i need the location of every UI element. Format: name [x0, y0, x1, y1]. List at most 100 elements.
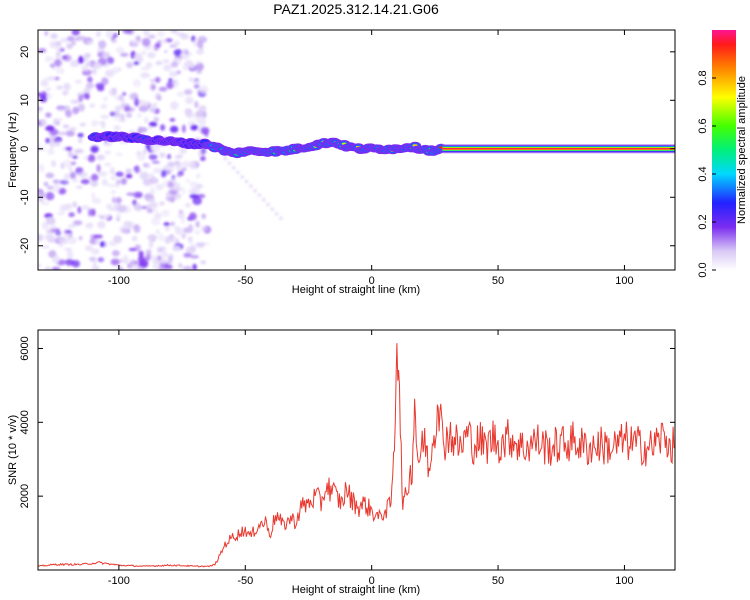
noise-blob — [173, 182, 181, 187]
colorbar-tick-label: 0.8 — [697, 70, 709, 85]
noise-blob — [71, 30, 80, 36]
noise-blob — [146, 203, 153, 210]
noise-blob — [77, 57, 85, 64]
noise-blob — [199, 85, 209, 94]
spectrogram-x-tick-label: 50 — [492, 275, 504, 287]
noise-blob — [66, 250, 74, 259]
noise-blob — [46, 185, 54, 190]
snr-x-ticks: -100 -50 0 50 100 — [108, 330, 634, 587]
noise-blob — [116, 213, 121, 219]
noise-blob — [138, 266, 143, 270]
noise-blob — [89, 103, 96, 108]
snr-panel: -100 -50 0 50 100 2000 4000 6000 Height of str… — [7, 329, 676, 596]
noise-blob — [190, 254, 200, 259]
noise-blob — [90, 180, 99, 187]
noise-blob — [123, 221, 133, 227]
noise-blob — [162, 59, 170, 63]
noise-blob — [77, 206, 82, 214]
spectrogram-x-tick-label: -50 — [237, 275, 253, 287]
noise-blob — [56, 106, 66, 112]
spectrogram-y-label: Frequency (Hz) — [7, 112, 19, 188]
noise-blob — [53, 58, 63, 67]
noise-blob — [136, 113, 142, 118]
noise-blob — [181, 187, 186, 195]
noise-blob — [156, 94, 162, 101]
noise-blob — [159, 201, 165, 206]
noise-blob — [140, 72, 151, 79]
noise-blob — [58, 243, 63, 248]
noise-blob — [72, 155, 78, 159]
noise-blob — [158, 86, 168, 92]
noise-blob — [163, 222, 170, 227]
noise-blob — [253, 189, 257, 193]
spectrogram-y-tick-label: 20 — [19, 46, 31, 58]
noise-blob — [45, 172, 55, 179]
noise-blob — [175, 154, 183, 159]
noise-blob — [136, 152, 146, 161]
noise-blob — [128, 247, 137, 252]
noise-blob — [68, 212, 75, 218]
noise-blob — [202, 110, 207, 119]
noise-blob — [142, 50, 146, 55]
noise-blob — [153, 116, 160, 123]
noise-blob — [195, 64, 202, 69]
noise-blob — [90, 145, 99, 153]
noise-blob — [44, 30, 49, 36]
noise-blob — [199, 157, 206, 161]
noise-blob — [170, 61, 179, 68]
noise-blob — [147, 234, 158, 242]
noise-blob — [194, 101, 199, 108]
noise-blob — [120, 178, 128, 185]
noise-blob — [197, 40, 203, 49]
noise-blob — [60, 67, 64, 75]
noise-blob — [181, 167, 187, 171]
noise-blob — [115, 96, 121, 101]
noise-blob — [56, 212, 65, 216]
noise-blob — [160, 124, 166, 131]
noise-blob — [158, 266, 167, 270]
noise-blob — [102, 96, 108, 102]
noise-blob — [137, 126, 143, 135]
noise-blob — [134, 98, 140, 107]
noise-blob — [167, 161, 176, 167]
noise-blob — [184, 59, 194, 68]
spectrogram-x-ticks: -100 -50 0 50 100 — [108, 30, 634, 287]
noise-blob — [38, 143, 42, 147]
noise-blob — [173, 186, 183, 192]
noise-blob — [104, 150, 111, 155]
noise-blob — [141, 128, 146, 133]
noise-blob — [131, 235, 138, 242]
noise-blob — [99, 241, 105, 248]
noise-blob — [200, 226, 208, 231]
noise-blob — [115, 46, 125, 54]
noise-blob — [130, 258, 136, 268]
noise-blob — [72, 106, 80, 115]
colorbar-label: Normalized spectral amplitude — [736, 76, 748, 224]
noise-blob — [117, 205, 127, 213]
noise-blob — [182, 124, 186, 133]
noise-blob — [124, 105, 131, 112]
noise-blob — [63, 173, 70, 181]
noise-blob — [155, 60, 163, 66]
noise-blob — [158, 233, 165, 242]
colorbar-gradient — [712, 30, 736, 270]
spectrogram-x-label: Height of straight line (km) — [292, 284, 420, 296]
noise-blob — [143, 149, 147, 155]
colorbar: 0.0 0.2 0.4 0.6 0.8 Normalized spectral ampl… — [697, 30, 748, 278]
noise-blob — [86, 40, 94, 45]
noise-blob — [92, 258, 97, 267]
noise-blob — [87, 208, 92, 217]
noise-blob — [188, 77, 193, 82]
noise-blob — [169, 80, 177, 83]
noise-blob — [45, 216, 56, 225]
noise-blob — [51, 160, 57, 168]
noise-blob — [72, 201, 78, 208]
noise-blob — [68, 166, 73, 172]
noise-blob — [169, 118, 176, 122]
noise-blob — [143, 162, 151, 169]
noise-blob — [105, 30, 114, 39]
noise-blob — [151, 217, 161, 226]
noise-blob — [166, 81, 175, 90]
noise-blob — [65, 258, 75, 266]
noise-blob — [68, 150, 73, 158]
